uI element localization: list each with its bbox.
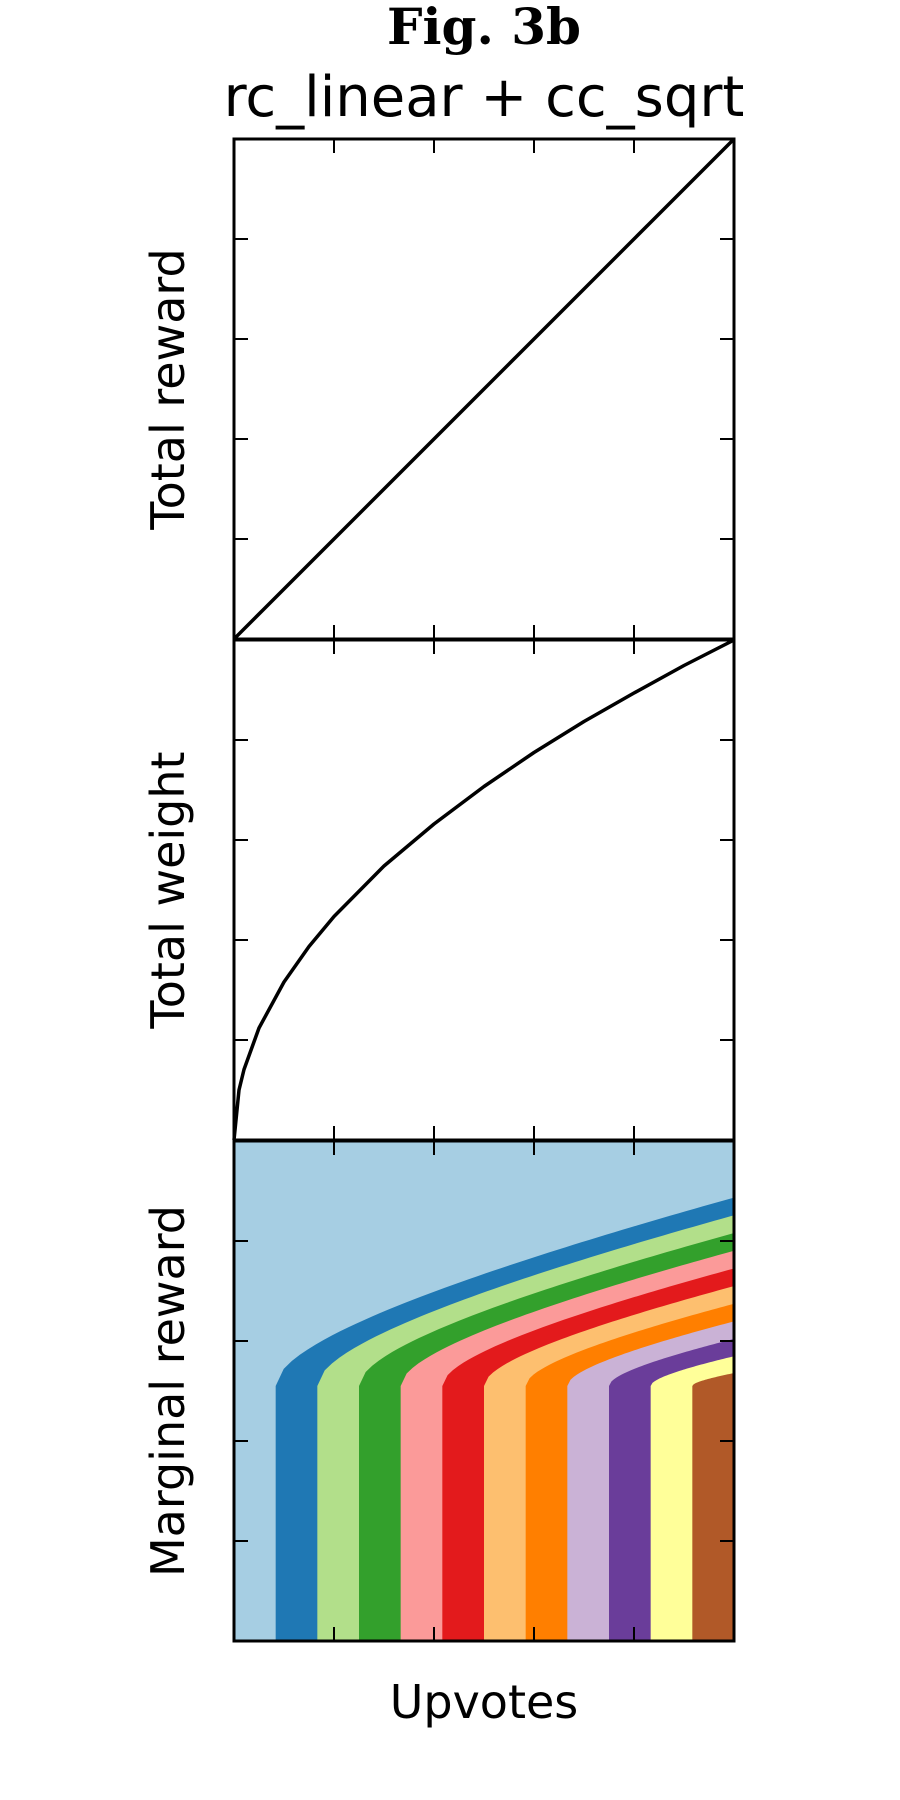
total-weight-series-line [232,638,735,1141]
total-weight-panel: Total weight [141,638,736,1142]
marginal-reward-ylabel: Marginal reward [141,1205,195,1577]
total-reward-series-line [232,137,736,641]
chart-title: rc_linear + cc_sqrt [224,65,745,130]
figure-label: Fig. 3b [387,0,581,56]
total-reward-ylabel: Total reward [141,248,195,530]
marginal-reward-panel: Marginal reward Upvotes [141,1139,736,1729]
total-weight-frame [232,638,736,1142]
upvotes-xlabel: Upvotes [390,1675,579,1729]
total-reward-panel: Total reward [141,137,736,641]
total-weight-ylabel: Total weight [141,751,195,1029]
marginal-reward-heatmap-band [692,1373,734,1641]
marginal-reward-frame [232,1139,736,1643]
